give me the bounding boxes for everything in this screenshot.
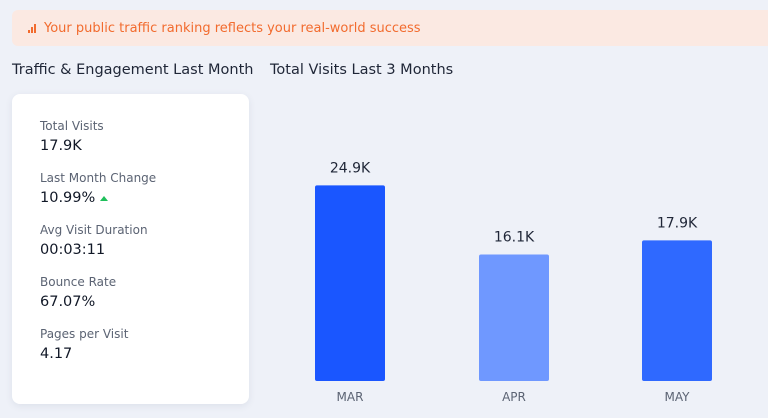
info-banner: Your public traffic ranking reflects you…	[12, 10, 768, 46]
x-tick-label-apr: APR	[502, 390, 526, 404]
bar-may[interactable]	[642, 240, 712, 381]
metric-avg-visit-duration: Avg Visit Duration 00:03:11	[40, 222, 249, 274]
metric-label: Bounce Rate	[40, 275, 117, 289]
metric-value: 4.17	[40, 344, 249, 364]
metric-label: Total Visits	[40, 119, 104, 133]
banner-text: Your public traffic ranking reflects you…	[44, 20, 421, 36]
metric-value-text: 17.9K	[40, 138, 82, 154]
metric-last-month-change: Last Month Change 10.99%	[40, 170, 249, 222]
metric-pages-per-visit: Pages per Visit 4.17	[40, 326, 249, 378]
bar-apr[interactable]	[479, 254, 549, 382]
metrics-card: Total Visits 17.9K Last Month Change 10.…	[12, 94, 249, 404]
trend-up-icon	[100, 196, 109, 201]
total-visits-title: Total Visits Last 3 Months	[270, 62, 454, 78]
data-label-apr: 16.1K	[494, 230, 535, 246]
x-tick-label-may: MAY	[665, 390, 691, 404]
data-label-may: 17.9K	[657, 215, 698, 231]
x-tick-label-mar: MAR	[337, 390, 364, 404]
metric-value: 10.99%	[40, 188, 249, 208]
signal-bars-icon	[28, 23, 36, 33]
metric-value: 67.07%	[40, 292, 249, 312]
total-visits-bar-chart: 24.9K MAR 16.1K APR 17.9K MAY	[315, 160, 712, 404]
data-label-mar: 24.9K	[330, 160, 371, 176]
metric-total-visits: Total Visits 17.9K	[40, 118, 249, 170]
metric-value: 00:03:11	[40, 240, 249, 260]
metric-value-text: 67.07%	[40, 294, 96, 310]
metric-label: Avg Visit Duration	[40, 223, 148, 237]
bar-mar[interactable]	[315, 185, 385, 381]
metric-value: 17.9K	[40, 136, 249, 156]
metric-value-text: 00:03:11	[40, 242, 106, 258]
metric-value-text: 10.99%	[40, 190, 96, 206]
metric-label: Pages per Visit	[40, 327, 129, 341]
traffic-engagement-title: Traffic & Engagement Last Month	[12, 62, 254, 78]
metric-label: Last Month Change	[40, 171, 157, 185]
metric-bounce-rate: Bounce Rate 67.07%	[40, 274, 249, 326]
metric-value-text: 4.17	[40, 346, 73, 362]
